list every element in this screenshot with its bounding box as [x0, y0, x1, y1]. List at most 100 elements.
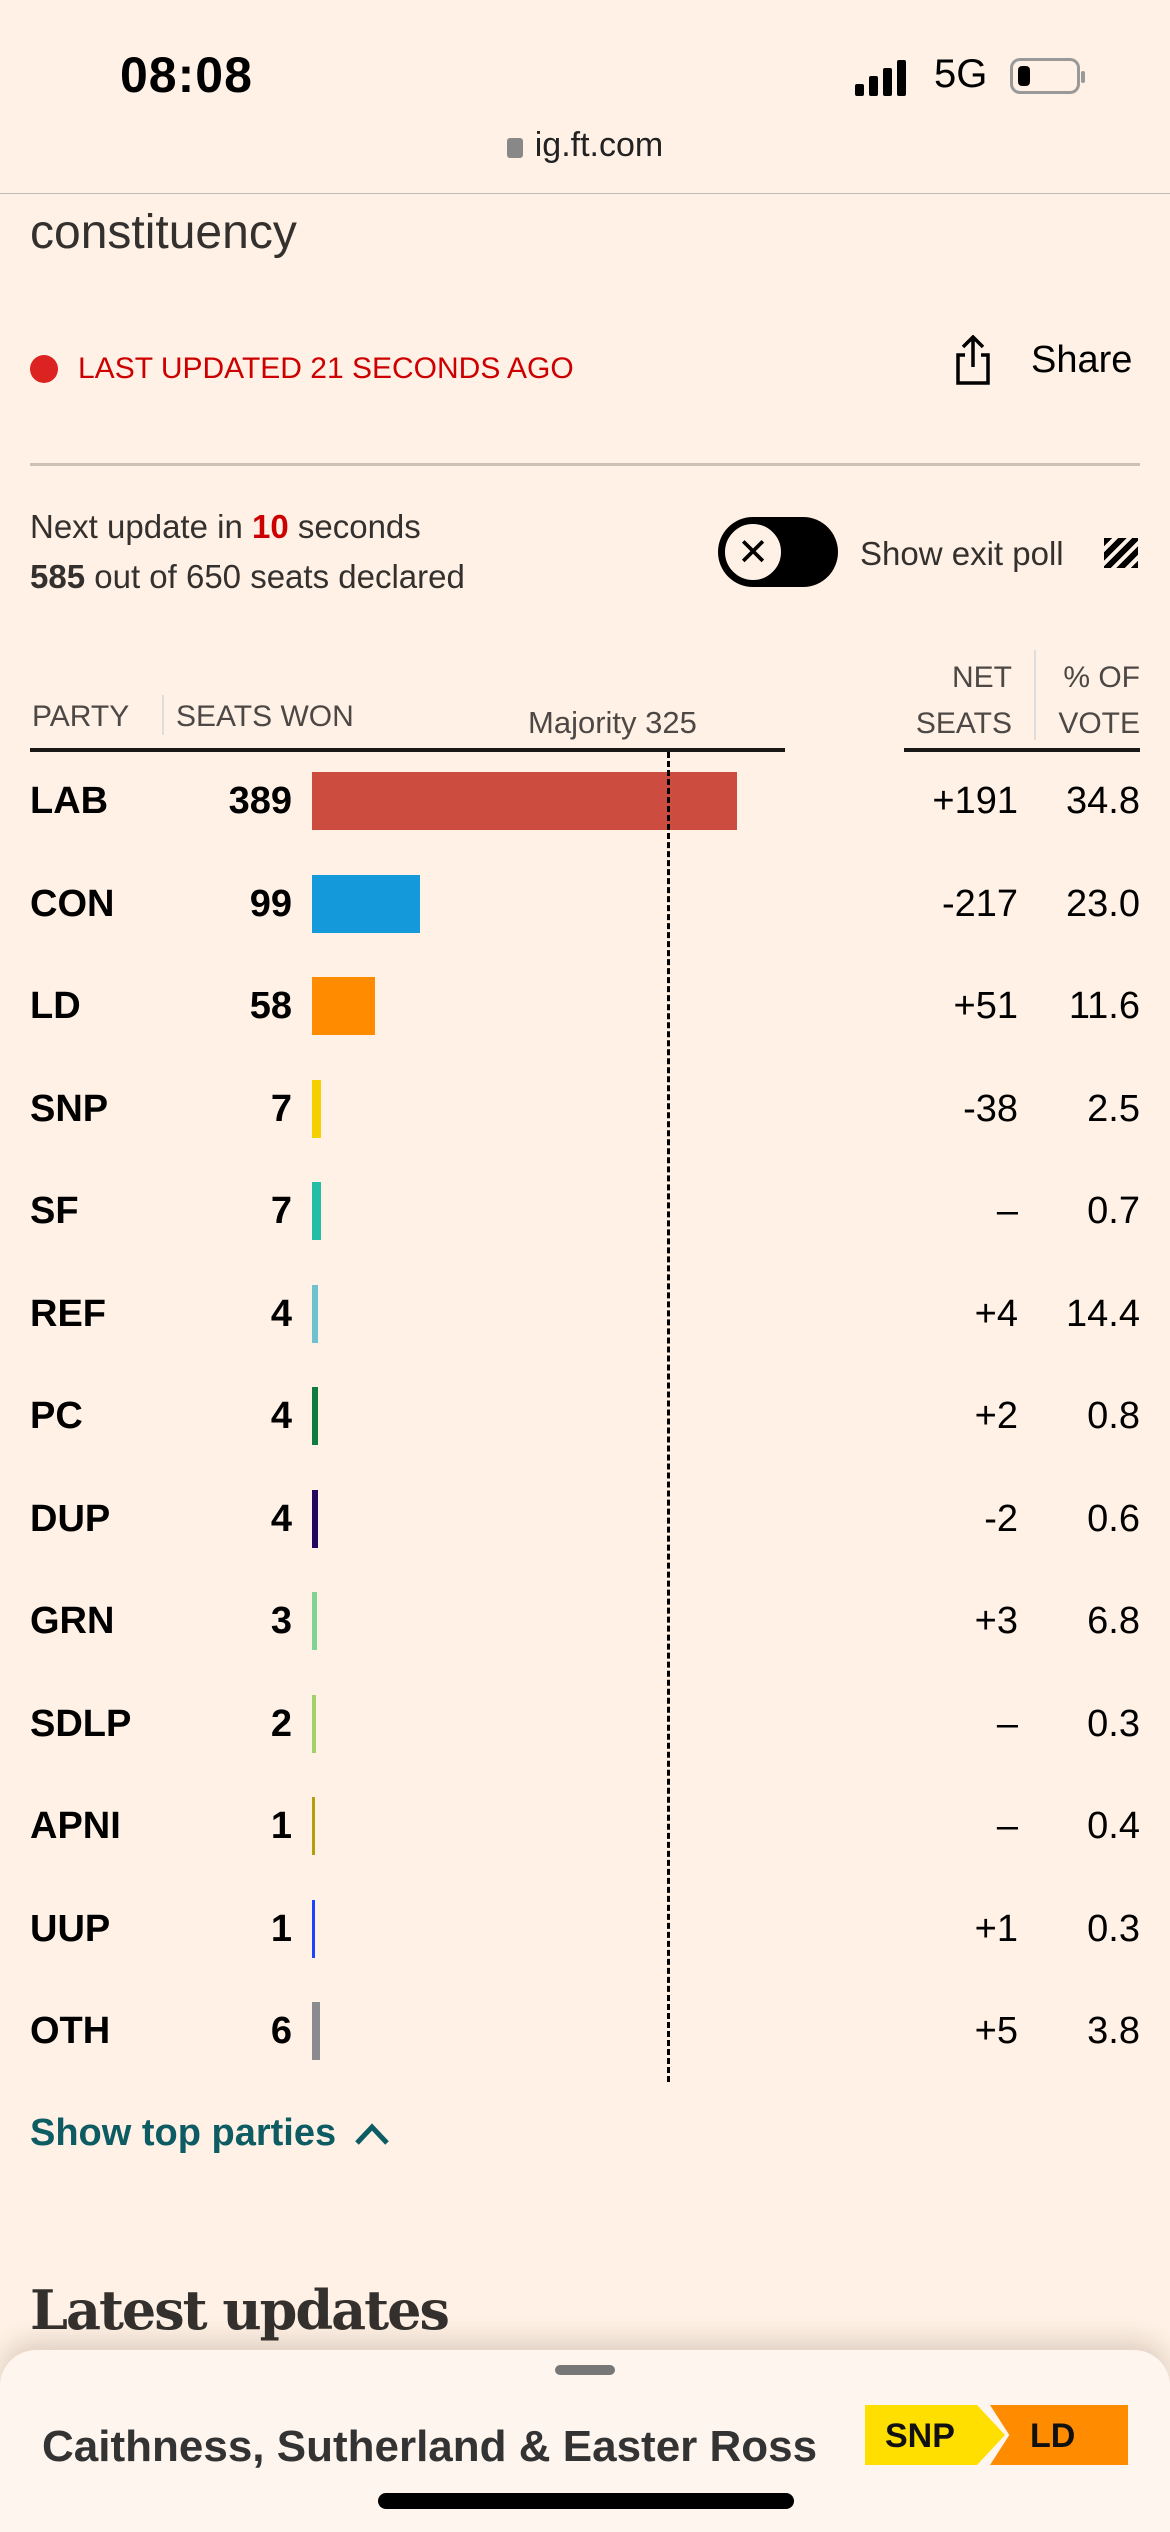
vote-share: 14.4 — [1066, 1292, 1140, 1335]
party-row-sdlp: SDLP 2 – 0.3 — [0, 1675, 1170, 1777]
net-seats: +191 — [932, 780, 1018, 822]
battery-icon — [1010, 58, 1085, 94]
exit-poll-label: Show exit poll — [860, 535, 1064, 572]
vote-share: 0.4 — [1087, 1805, 1140, 1847]
party-name: GRN — [30, 1600, 115, 1642]
share-label: Share — [1031, 338, 1133, 381]
header-rule — [904, 748, 1140, 752]
seats-won: 7 — [270, 1087, 292, 1130]
party-name: SNP — [30, 1087, 109, 1130]
next-update: Next update in 10 seconds — [30, 508, 421, 545]
vote-share: 3.8 — [1087, 2010, 1140, 2052]
exit-poll-toggle[interactable]: ✕ — [718, 517, 838, 587]
net-seats: -38 — [963, 1087, 1018, 1130]
sheet-drag-handle[interactable] — [555, 2365, 615, 2375]
seats-won: 4 — [270, 1292, 292, 1335]
seat-bar-sf — [312, 1182, 322, 1240]
seat-bar-lab — [312, 772, 737, 830]
net-seats: +5 — [974, 2010, 1018, 2052]
party-name: PC — [30, 1395, 83, 1437]
previous-party-badge: SNP — [865, 2405, 1005, 2465]
col-vote-share: % OF VOTE — [1058, 661, 1140, 740]
url-bar[interactable]: ig.ft.com — [0, 126, 1170, 165]
headline-fragment: constituency — [30, 206, 297, 259]
party-row-con: CON 99 -217 23.0 — [0, 855, 1170, 957]
seats-won: 4 — [270, 1395, 292, 1437]
live-status: LAST UPDATED 21 SECONDS AGO — [30, 352, 574, 386]
seat-bar-grn — [312, 1592, 317, 1650]
net-seats: -2 — [984, 1497, 1018, 1540]
seats-won: 2 — [270, 1702, 292, 1745]
seats-won: 4 — [270, 1497, 292, 1540]
seat-bar-oth — [312, 2002, 321, 2060]
network-type: 5G — [934, 52, 988, 96]
party-name: LAB — [30, 780, 109, 822]
party-row-lab: LAB 389 +191 34.8 — [0, 752, 1170, 854]
seat-bar-pc — [312, 1387, 318, 1445]
party-name: REF — [30, 1292, 106, 1335]
party-row-snp: SNP 7 -38 2.5 — [0, 1060, 1170, 1162]
vote-share: 0.6 — [1087, 1497, 1140, 1540]
seats-won: 3 — [270, 1600, 292, 1642]
seats-won: 1 — [270, 1805, 292, 1847]
seats-won: 7 — [270, 1190, 292, 1232]
net-seats: – — [996, 1805, 1018, 1847]
home-indicator[interactable] — [378, 2493, 794, 2509]
live-dot-icon — [30, 355, 58, 383]
vote-share: 6.8 — [1087, 1600, 1140, 1642]
vote-share: 0.3 — [1087, 1702, 1140, 1745]
party-name: UUP — [30, 1907, 111, 1950]
seats-won: 58 — [249, 985, 292, 1027]
party-name: OTH — [30, 2010, 111, 2052]
toolbar-divider — [0, 193, 1170, 194]
party-row-sf: SF 7 – 0.7 — [0, 1162, 1170, 1264]
seats-won: 6 — [270, 2010, 292, 2052]
share-button[interactable]: Share — [955, 335, 1132, 385]
seat-bar-uup — [312, 1899, 315, 1958]
seat-bar-ref — [312, 1284, 318, 1343]
net-seats: – — [996, 1702, 1018, 1745]
divider — [30, 463, 1140, 466]
party-row-pc: PC 4 +2 0.8 — [0, 1367, 1170, 1469]
party-name: SF — [30, 1190, 79, 1232]
seats-declared: 585 out of 650 seats declared — [30, 558, 465, 595]
seats-won: 389 — [228, 780, 292, 822]
live-label: LAST UPDATED 21 SECONDS AGO — [78, 352, 574, 385]
majority-line — [667, 752, 671, 2082]
latest-updates-heading: Latest updates — [30, 2278, 450, 2342]
col-party: PARTY — [32, 700, 130, 733]
seat-bar-con — [312, 874, 421, 933]
vote-share: 11.6 — [1068, 985, 1140, 1027]
vote-share: 34.8 — [1066, 780, 1140, 822]
party-row-grn: GRN 3 +3 6.8 — [0, 1572, 1170, 1674]
col-net-seats: NET SEATS — [915, 661, 1012, 740]
party-row-ref: REF 4 +4 14.4 — [0, 1265, 1170, 1367]
col-separator — [1034, 650, 1036, 740]
seat-bar-dup — [312, 1489, 318, 1548]
net-seats: +3 — [974, 1600, 1018, 1642]
net-seats: +2 — [974, 1395, 1018, 1437]
net-seats: – — [996, 1190, 1018, 1232]
party-row-apni: APNI 1 – 0.4 — [0, 1777, 1170, 1879]
hatch-legend-icon — [1104, 538, 1138, 568]
vote-share: 0.3 — [1087, 1907, 1140, 1950]
close-icon: ✕ — [721, 520, 785, 584]
party-name: LD — [30, 985, 81, 1027]
col-seats: SEATS WON — [176, 700, 354, 733]
seat-bar-ld — [312, 977, 376, 1035]
signal-icon — [855, 60, 906, 96]
net-seats: +1 — [974, 1907, 1018, 1950]
party-row-oth: OTH 6 +5 3.8 — [0, 1982, 1170, 2084]
vote-share: 0.7 — [1087, 1190, 1140, 1232]
seat-bar-apni — [312, 1797, 315, 1855]
party-row-ld: LD 58 +51 11.6 — [0, 957, 1170, 1059]
seats-won: 99 — [249, 882, 292, 925]
net-seats: -217 — [941, 882, 1018, 925]
party-row-dup: DUP 4 -2 0.6 — [0, 1470, 1170, 1572]
show-top-parties-button[interactable]: Show top parties — [30, 2112, 390, 2155]
header-rule — [30, 748, 785, 752]
constituency-name[interactable]: Caithness, Sutherland & Easter Ross — [42, 2422, 818, 2471]
countdown: 10 — [251, 508, 289, 545]
party-row-uup: UUP 1 +1 0.3 — [0, 1880, 1170, 1982]
net-seats: +51 — [953, 985, 1018, 1027]
